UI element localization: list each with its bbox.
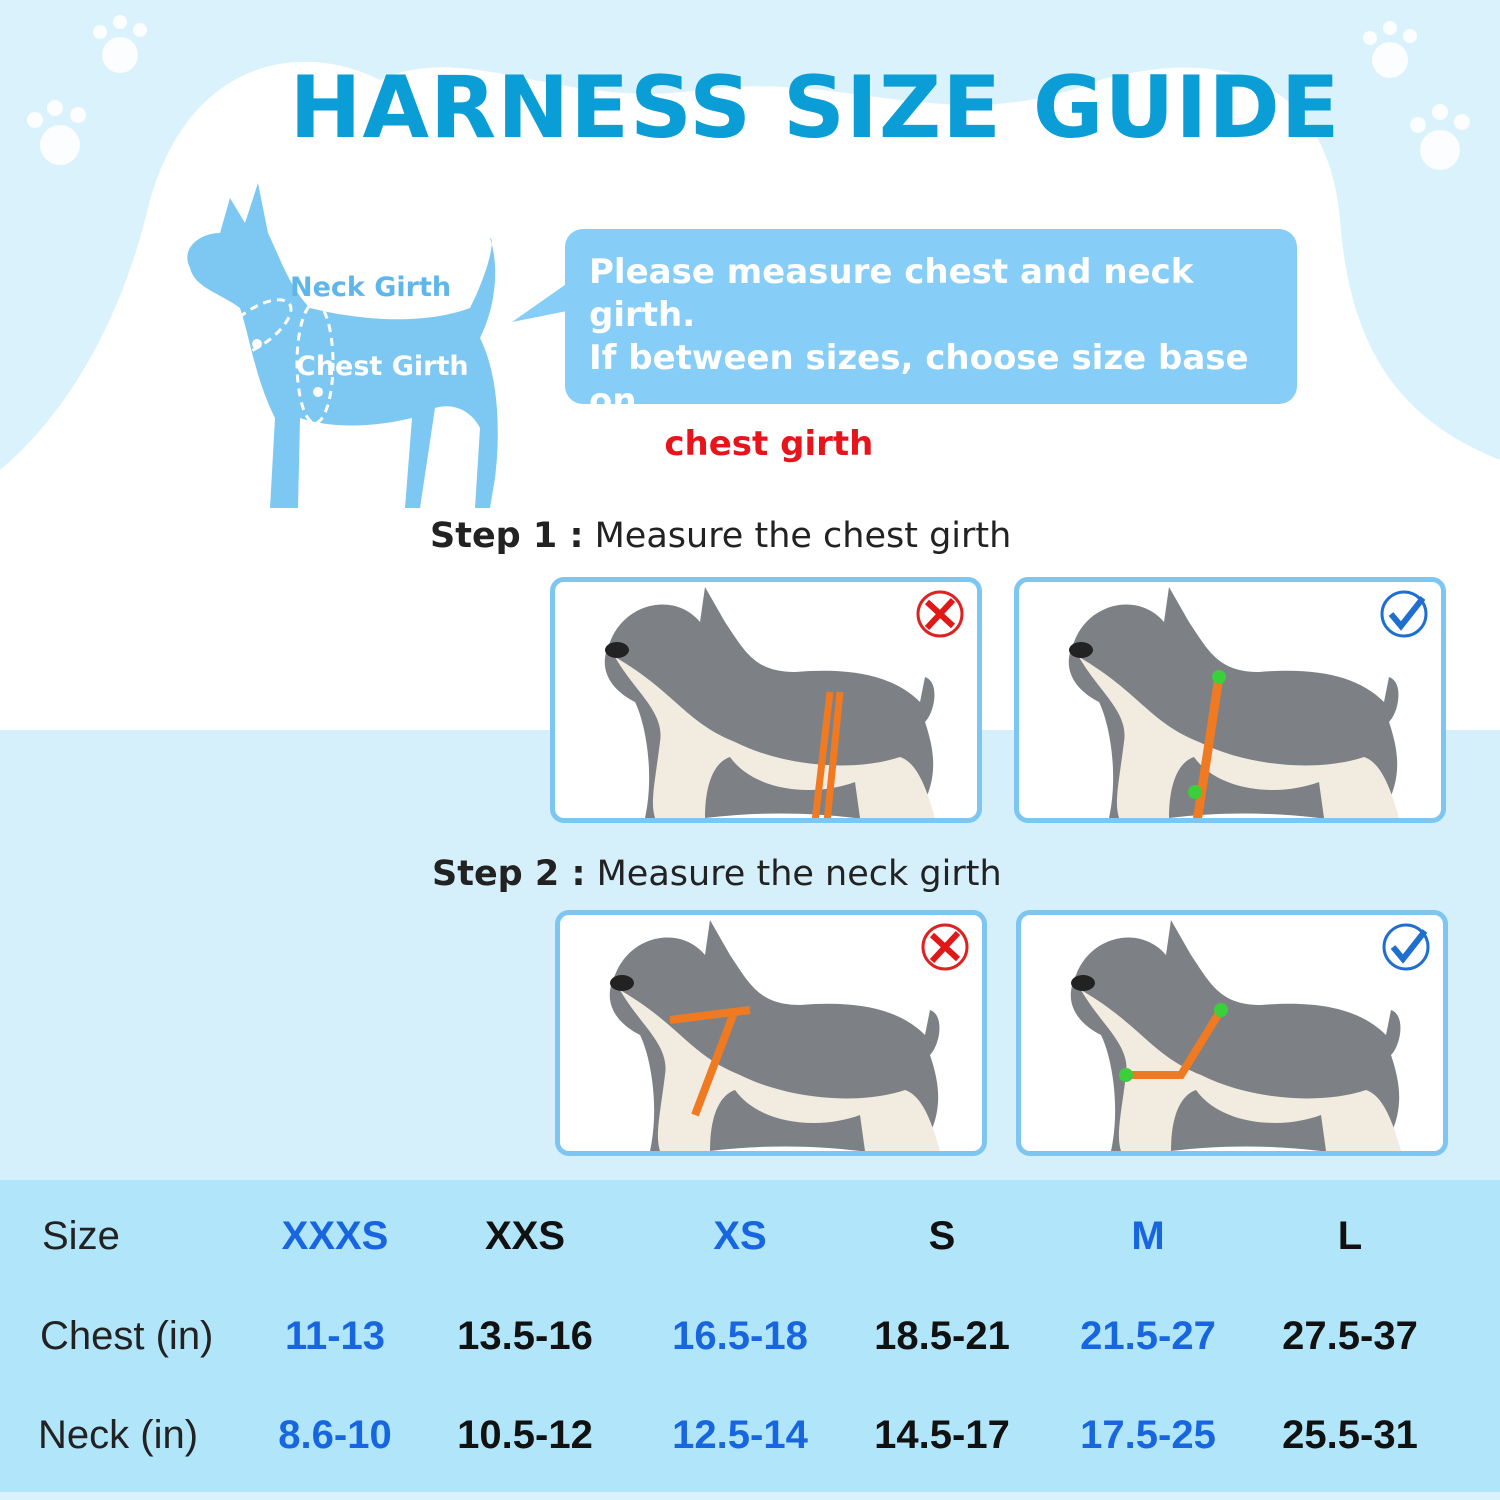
table-cell-neck: 14.5-17 — [874, 1413, 1010, 1457]
photo-neck-correct — [1016, 910, 1448, 1156]
table-cell-neck: 10.5-12 — [457, 1413, 593, 1457]
chest-girth-highlight: chest girth — [664, 424, 874, 464]
table-cell-neck: 17.5-25 — [1080, 1413, 1216, 1457]
instruction-line-3: the chest girth. — [589, 423, 1283, 466]
cross-icon — [921, 923, 969, 971]
check-icon — [1380, 590, 1428, 638]
dog-silhouette-diagram: Neck Girth Chest Girth — [187, 183, 498, 508]
step-1-heading: Step 1 : Measure the chest girth — [430, 516, 1011, 556]
table-cell-chest: 27.5-37 — [1282, 1314, 1418, 1358]
instruction-bubble: Please measure chest and neck girth. If … — [565, 229, 1297, 464]
row-label-neck: Neck (in) — [38, 1413, 199, 1457]
instruction-text: . — [873, 424, 887, 464]
instruction-text: the — [589, 424, 665, 464]
photo-neck-wrong — [555, 910, 987, 1156]
neck-girth-label: Neck Girth — [290, 272, 451, 303]
step-label: Step 1 : — [430, 516, 584, 556]
table-cell-chest: 13.5-16 — [457, 1314, 593, 1358]
table-cell-neck: 25.5-31 — [1282, 1413, 1418, 1457]
photo-chest-wrong — [550, 577, 982, 823]
table-cell-size: S — [928, 1214, 956, 1258]
instruction-line-1: Please measure chest and neck girth. — [589, 252, 1194, 335]
step-text: Measure the chest girth — [594, 516, 1012, 556]
table-cell-size: M — [1131, 1214, 1165, 1258]
page-title: HARNESS SIZE GUIDE — [289, 58, 1341, 158]
table-cell-size: XXS — [484, 1214, 566, 1258]
table-cell-chest: 16.5-18 — [672, 1314, 808, 1358]
table-cell-size: XXXS — [281, 1214, 389, 1258]
dog-photo — [604, 587, 964, 818]
table-cell-size: XS — [713, 1214, 767, 1258]
step-2-heading: Step 2 : Measure the neck girth — [432, 854, 1002, 894]
row-label-size: Size — [42, 1214, 120, 1258]
step-text: Measure the neck girth — [596, 854, 1002, 894]
row-label-chest: Chest (in) — [40, 1314, 214, 1358]
dog-photo — [1068, 587, 1428, 818]
photo-chest-correct — [1014, 577, 1446, 823]
paw-print-icons — [27, 15, 1470, 170]
dog-photo — [1070, 920, 1430, 1151]
table-cell-size: L — [1337, 1214, 1363, 1258]
cross-icon — [916, 590, 964, 638]
table-cell-neck: 12.5-14 — [672, 1413, 808, 1457]
size-table: Size Chest (in) Neck (in) XXXS 11-13 8.6-1… — [0, 1180, 1500, 1492]
instruction-line-2: If between sizes, choose size base on — [589, 338, 1249, 421]
check-icon — [1382, 923, 1430, 971]
step-label: Step 2 : — [432, 854, 586, 894]
table-cell-chest: 11-13 — [284, 1314, 386, 1358]
chest-girth-label: Chest Girth — [296, 351, 469, 382]
speech-bubble-tail — [512, 280, 572, 322]
table-cell-neck: 8.6-10 — [278, 1413, 392, 1457]
dog-photo — [609, 920, 969, 1151]
table-cell-chest: 21.5-27 — [1080, 1314, 1216, 1358]
table-cell-chest: 18.5-21 — [874, 1314, 1010, 1358]
